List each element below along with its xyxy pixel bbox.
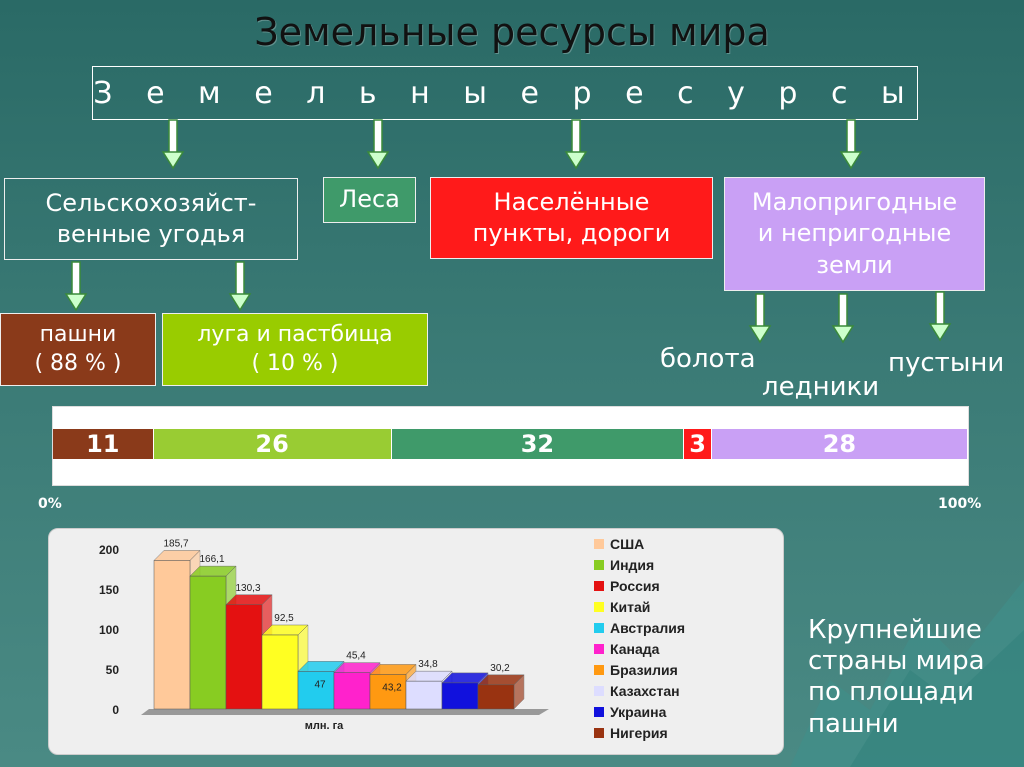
legend-label: Россия bbox=[610, 578, 660, 594]
bar-segment: 11 bbox=[53, 429, 154, 459]
label-swamps: болота bbox=[660, 344, 756, 374]
y-tick-label: 100 bbox=[99, 623, 119, 637]
mountain-decoration bbox=[790, 580, 1024, 767]
sub-meadow: луга и пастбища ( 10 % ) bbox=[162, 313, 428, 386]
bar bbox=[405, 680, 443, 710]
category-settle: Населённые пункты, дороги bbox=[430, 177, 713, 259]
bar-value-label: 30,2 bbox=[490, 663, 510, 674]
bar bbox=[225, 604, 263, 710]
bar-chart: 0 50 100 150 200 185,7 166,1 130,3 92,5 47 45,4 43,… bbox=[99, 536, 685, 741]
bar-value-label: 166,1 bbox=[199, 554, 224, 565]
legend-label: Австралия bbox=[610, 620, 685, 636]
arrow-icon bbox=[832, 293, 854, 343]
bar-value-label: 47 bbox=[314, 679, 326, 690]
bar bbox=[441, 682, 479, 710]
structure-bar: 11 26 32 3 28 bbox=[52, 406, 969, 486]
legend-label: США bbox=[610, 536, 644, 552]
bar-value-label: 185,7 bbox=[163, 538, 188, 549]
legend-label: Казахстан bbox=[610, 683, 680, 699]
bar-value-label: 43,2 bbox=[382, 682, 402, 693]
bar-segment: 26 bbox=[153, 429, 392, 459]
legend-label: Канада bbox=[610, 641, 660, 657]
y-tick-label: 50 bbox=[106, 663, 120, 677]
legend-swatch bbox=[594, 665, 604, 675]
y-tick-label: 200 bbox=[99, 543, 119, 557]
label-glaciers: ледники bbox=[762, 372, 880, 402]
legend-swatch bbox=[594, 623, 604, 633]
bar-segment: 28 bbox=[711, 429, 968, 459]
arrow-icon bbox=[229, 261, 251, 311]
bar bbox=[153, 560, 191, 710]
y-tick-label: 0 bbox=[112, 703, 119, 717]
sub-meadow-label: луга и пастбища ( 10 % ) bbox=[197, 321, 393, 376]
sub-arable-label: пашни ( 88 % ) bbox=[34, 321, 122, 376]
legend-swatch bbox=[594, 728, 604, 738]
chart-caption: Крупнейшие страны мира по площади пашни bbox=[808, 615, 985, 739]
bar-start-label: 0% bbox=[38, 496, 62, 512]
arrow-icon bbox=[367, 119, 389, 169]
label-deserts: пустыни bbox=[888, 348, 1005, 378]
arrow-icon bbox=[749, 293, 771, 343]
legend-label: Китай bbox=[610, 599, 650, 615]
bar-value-label: 34,8 bbox=[418, 659, 438, 670]
bar bbox=[369, 674, 407, 710]
y-tick-label: 150 bbox=[99, 583, 119, 597]
legend-swatch bbox=[594, 686, 604, 696]
legend-label: Индия bbox=[610, 557, 654, 573]
category-waste: Малопригодные и непригодные земли bbox=[724, 177, 985, 291]
bar-value-label: 92,5 bbox=[274, 613, 294, 624]
legend-swatch bbox=[594, 602, 604, 612]
bar bbox=[297, 671, 335, 710]
bar-segment: 3 bbox=[684, 429, 712, 459]
sub-arable: пашни ( 88 % ) bbox=[0, 313, 156, 386]
legend-swatch bbox=[594, 644, 604, 654]
bar bbox=[189, 575, 227, 710]
legend-swatch bbox=[594, 707, 604, 717]
legend-swatch bbox=[594, 581, 604, 591]
chart-panel: 0 50 100 150 200 185,7 166,1 130,3 92,5 47 45,4 43,… bbox=[48, 528, 784, 755]
arrow-icon bbox=[565, 119, 587, 169]
chart-floor bbox=[141, 709, 549, 715]
bar-value-label: 130,3 bbox=[235, 583, 260, 594]
bar bbox=[477, 684, 515, 710]
bar-segment: 32 bbox=[391, 429, 685, 459]
legend-swatch bbox=[594, 539, 604, 549]
bar-value-label: 45,4 bbox=[346, 651, 366, 662]
legend-label: Украина bbox=[610, 704, 667, 720]
arrow-icon bbox=[840, 119, 862, 169]
arrow-icon bbox=[162, 119, 184, 169]
arrow-icon bbox=[65, 261, 87, 311]
bar-end-label: 100% bbox=[938, 496, 982, 512]
bar bbox=[333, 672, 371, 710]
root-box: З е м е л ь н ы е р е с у р с ы bbox=[92, 66, 918, 120]
x-axis-label: млн. га bbox=[305, 720, 344, 732]
category-forest-label: Леса bbox=[339, 185, 400, 214]
legend-label: Нигерия bbox=[610, 725, 668, 741]
category-forest: Леса bbox=[323, 177, 416, 223]
category-agri-label: Сельскохозяйст- венные угодья bbox=[45, 188, 257, 248]
legend-label: Бразилия bbox=[610, 662, 678, 678]
arrow-icon bbox=[929, 291, 951, 341]
page-title: Земельные ресурсы мира bbox=[254, 10, 770, 54]
category-waste-label: Малопригодные и непригодные земли bbox=[751, 188, 958, 279]
category-agri: Сельскохозяйст- венные угодья bbox=[4, 178, 298, 260]
category-settle-label: Населённые пункты, дороги bbox=[472, 187, 671, 247]
legend-swatch bbox=[594, 560, 604, 570]
bar bbox=[261, 634, 299, 710]
